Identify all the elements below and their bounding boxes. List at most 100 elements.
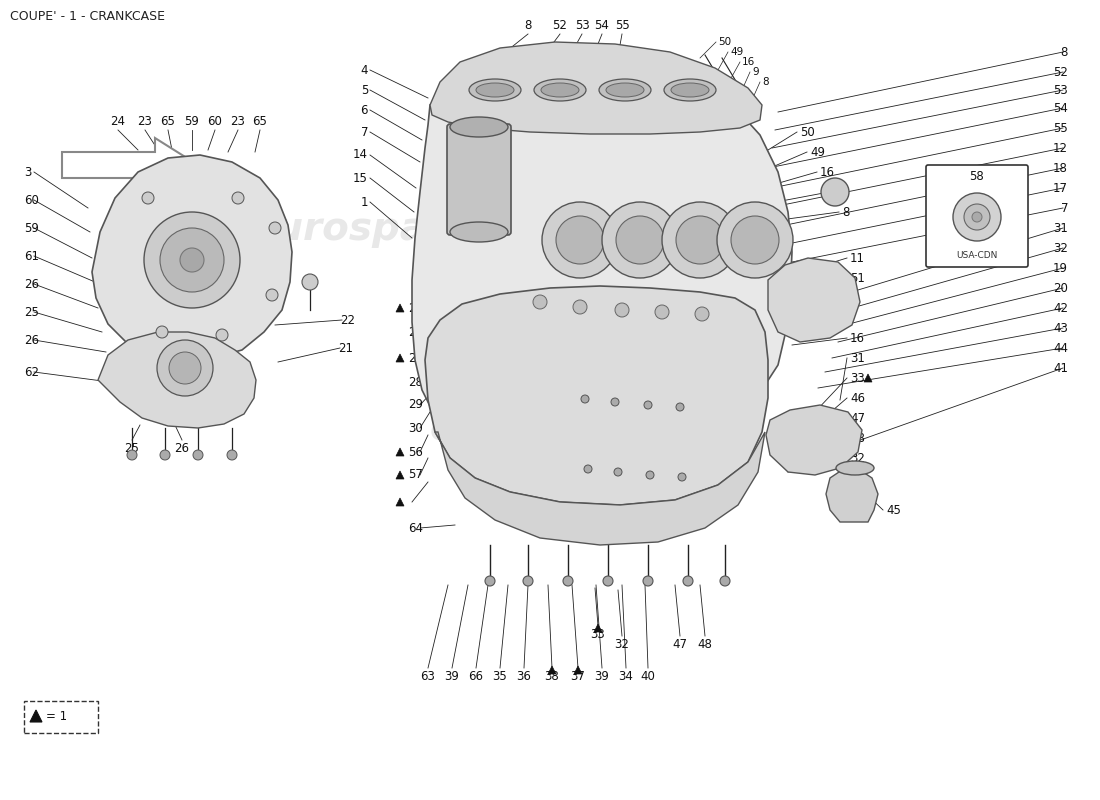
Circle shape [695, 307, 710, 321]
Text: 32: 32 [1053, 242, 1068, 254]
Text: 44: 44 [1053, 342, 1068, 354]
Text: 17: 17 [1053, 182, 1068, 194]
Text: COUPE' - 1 - CRANKCASE: COUPE' - 1 - CRANKCASE [10, 10, 165, 23]
Text: 53: 53 [1054, 83, 1068, 97]
Circle shape [678, 473, 686, 481]
Circle shape [192, 450, 204, 460]
Text: 18: 18 [1053, 162, 1068, 174]
Circle shape [534, 295, 547, 309]
Circle shape [542, 202, 618, 278]
Text: 3: 3 [24, 166, 32, 178]
Text: 33: 33 [591, 628, 605, 641]
Text: 8: 8 [842, 206, 849, 218]
Ellipse shape [664, 79, 716, 101]
Text: 7: 7 [1060, 202, 1068, 214]
Circle shape [646, 471, 654, 479]
Text: 52: 52 [1053, 66, 1068, 78]
Text: 26: 26 [175, 442, 189, 455]
Circle shape [157, 340, 213, 396]
Polygon shape [766, 405, 862, 475]
Text: eurospares: eurospares [430, 410, 675, 448]
Text: 60: 60 [24, 194, 38, 206]
FancyBboxPatch shape [447, 124, 512, 235]
Circle shape [144, 212, 240, 308]
Text: 43: 43 [1053, 322, 1068, 334]
Text: 59: 59 [185, 115, 199, 128]
Circle shape [964, 204, 990, 230]
Text: 26: 26 [24, 334, 38, 346]
Polygon shape [30, 710, 42, 722]
Circle shape [563, 576, 573, 586]
Text: 8: 8 [1060, 46, 1068, 58]
Text: 31: 31 [850, 351, 865, 365]
Polygon shape [92, 155, 292, 360]
Text: 58: 58 [969, 170, 984, 183]
Circle shape [156, 326, 168, 338]
Text: 28: 28 [408, 375, 422, 389]
Text: 30: 30 [408, 422, 422, 434]
Text: 54: 54 [595, 19, 609, 32]
Text: 37: 37 [571, 670, 585, 683]
Text: 39: 39 [444, 670, 460, 683]
Polygon shape [396, 471, 404, 479]
Ellipse shape [476, 83, 514, 97]
Circle shape [227, 450, 236, 460]
Ellipse shape [600, 79, 651, 101]
Polygon shape [396, 354, 404, 362]
Text: eurospares: eurospares [250, 210, 496, 248]
Text: 21: 21 [338, 342, 353, 354]
Text: 57: 57 [408, 469, 422, 482]
Ellipse shape [469, 79, 521, 101]
Text: 16: 16 [850, 331, 865, 345]
Circle shape [644, 576, 653, 586]
Text: 23: 23 [231, 115, 245, 128]
Text: 47: 47 [672, 638, 688, 651]
FancyBboxPatch shape [926, 165, 1028, 267]
Ellipse shape [671, 83, 710, 97]
Text: 27: 27 [408, 302, 424, 314]
Circle shape [169, 352, 201, 384]
Text: 54: 54 [1053, 102, 1068, 114]
Text: 63: 63 [420, 670, 436, 683]
Text: 51: 51 [620, 55, 634, 65]
Circle shape [972, 212, 982, 222]
Text: 4: 4 [361, 63, 368, 77]
Text: 51: 51 [850, 271, 865, 285]
Circle shape [614, 468, 622, 476]
Text: = 1: = 1 [46, 710, 67, 722]
Ellipse shape [450, 117, 508, 137]
Circle shape [676, 403, 684, 411]
Ellipse shape [836, 461, 874, 475]
Text: 48: 48 [850, 431, 865, 445]
Text: 2: 2 [408, 351, 416, 365]
Text: 25: 25 [124, 442, 140, 455]
Text: 11: 11 [850, 251, 865, 265]
Ellipse shape [450, 222, 508, 242]
Circle shape [720, 576, 730, 586]
Circle shape [216, 329, 228, 341]
FancyBboxPatch shape [24, 701, 98, 733]
Circle shape [573, 300, 587, 314]
Polygon shape [412, 45, 792, 415]
Text: 40: 40 [640, 670, 656, 683]
Circle shape [654, 305, 669, 319]
Text: 1: 1 [361, 195, 368, 209]
Text: 32: 32 [615, 638, 629, 651]
Text: 55: 55 [615, 19, 629, 32]
Text: 49: 49 [810, 146, 825, 158]
Polygon shape [425, 286, 768, 505]
Text: 46: 46 [850, 391, 865, 405]
Circle shape [485, 576, 495, 586]
Polygon shape [62, 138, 198, 192]
Polygon shape [574, 666, 582, 674]
Ellipse shape [541, 83, 579, 97]
Text: 61: 61 [24, 250, 38, 262]
Text: 35: 35 [493, 670, 507, 683]
Polygon shape [826, 470, 878, 522]
Polygon shape [396, 448, 404, 456]
Text: 23: 23 [138, 115, 153, 128]
Polygon shape [396, 498, 404, 506]
Text: 11: 11 [676, 107, 690, 117]
Text: 50: 50 [718, 37, 732, 47]
Circle shape [302, 274, 318, 290]
